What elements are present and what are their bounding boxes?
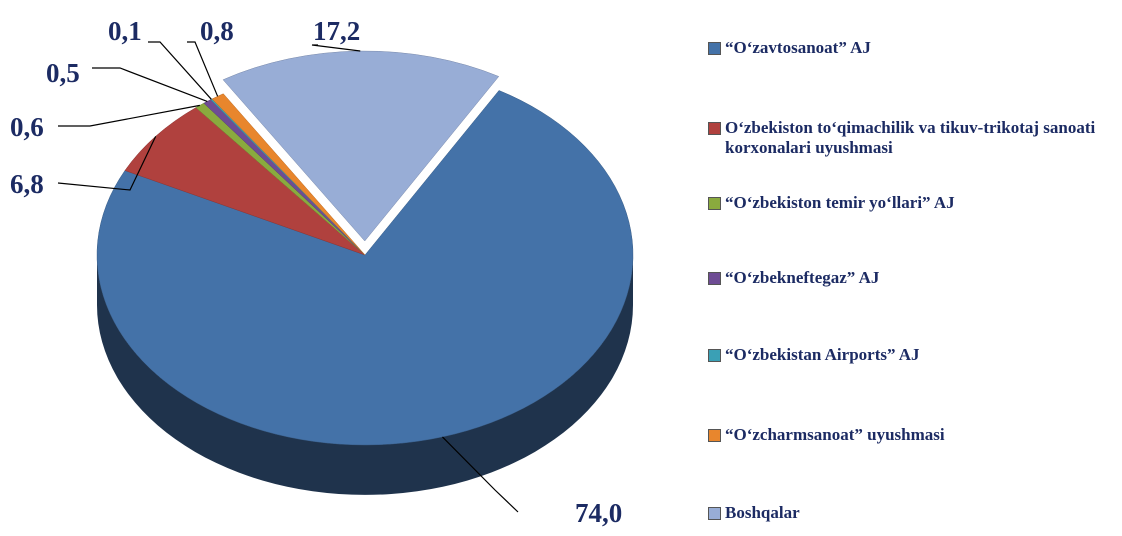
slice-side — [97, 255, 633, 495]
slice — [96, 90, 634, 446]
leader-line — [58, 104, 200, 127]
legend-swatch — [708, 122, 721, 135]
leader-line — [148, 41, 212, 100]
legend-swatch — [708, 507, 721, 520]
legend-swatch — [708, 349, 721, 362]
pie-area: 74,0 6,8 0,60,5 0,1 0,8 17,2 — [10, 16, 634, 528]
legend-label: “O‘zcharmsanoat” uyushmasi — [725, 425, 945, 444]
legend-label: “O‘zbekiston temir yo‘llari” AJ — [725, 193, 955, 212]
legend-swatch — [708, 42, 721, 55]
leader-line — [311, 44, 361, 52]
data-label: 17,2 — [313, 16, 360, 46]
slice — [211, 93, 366, 256]
legend-item: O‘zbekiston to‘qimachilik va tikuv-triko… — [708, 118, 1117, 158]
leader-line — [442, 436, 519, 513]
data-label: 0,1 — [108, 16, 142, 46]
legend-item: “O‘zavtosanoat” AJ — [708, 38, 1117, 58]
legend-item: “O‘zbekistan Airports” AJ — [708, 345, 1117, 365]
leader-line — [57, 136, 157, 191]
legend-swatch — [708, 197, 721, 210]
legend-item: “O‘zbekneftegaz” AJ — [708, 268, 1117, 288]
legend-item: Boshqalar — [708, 503, 1117, 523]
legend-item: “O‘zcharmsanoat” uyushmasi — [708, 425, 1117, 445]
data-label: 0,6 — [10, 112, 44, 142]
legend-swatch — [708, 429, 721, 442]
data-label: 0,5 — [46, 58, 80, 88]
legend-item: “O‘zbekiston temir yo‘llari” AJ — [708, 193, 1117, 213]
legend-label: Boshqalar — [725, 503, 800, 522]
legend-label: “O‘zbekneftegaz” AJ — [725, 268, 880, 287]
data-label: 0,8 — [200, 16, 234, 46]
legend-label: “O‘zavtosanoat” AJ — [725, 38, 871, 57]
leader-line — [92, 67, 208, 102]
slice — [222, 50, 500, 242]
data-label: 74,0 — [575, 498, 622, 528]
legend-label: “O‘zbekistan Airports” AJ — [725, 345, 920, 364]
legend-swatch — [708, 272, 721, 285]
legend-label: O‘zbekiston to‘qimachilik va tikuv-triko… — [725, 118, 1096, 157]
data-label: 6,8 — [10, 169, 44, 199]
leader-line — [187, 41, 219, 97]
